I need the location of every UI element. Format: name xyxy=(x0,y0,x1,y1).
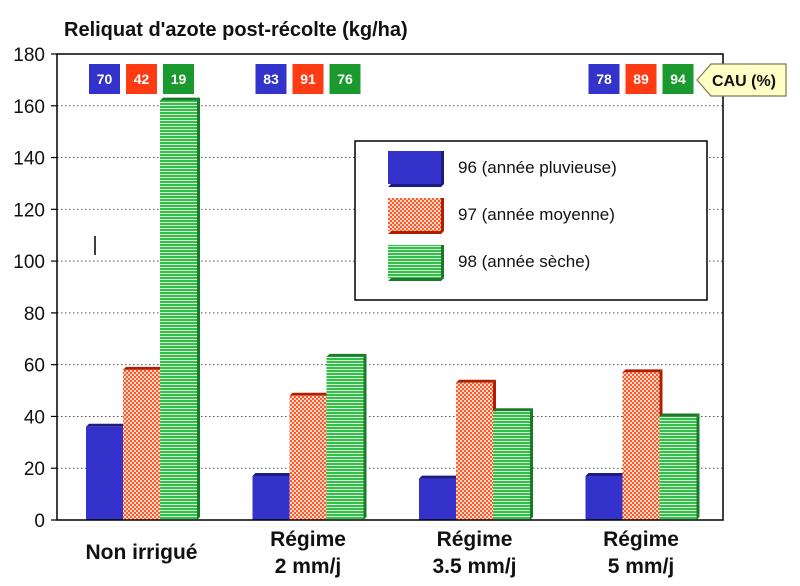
bar-top xyxy=(252,472,293,476)
category-label: Régime xyxy=(603,528,679,551)
category-label: Régime xyxy=(270,528,346,551)
bar xyxy=(86,426,123,520)
bar xyxy=(456,382,493,520)
bar-top xyxy=(160,97,200,101)
y-tick-label: 180 xyxy=(13,45,45,66)
category-label: Régime xyxy=(437,528,513,551)
cau-box xyxy=(163,64,194,94)
legend-swatch xyxy=(388,245,441,278)
y-tick-label: 120 xyxy=(13,200,45,221)
bar xyxy=(493,411,530,520)
y-tick-label: 160 xyxy=(13,97,45,118)
bar-top xyxy=(289,392,330,396)
bar xyxy=(289,395,327,520)
bar-top xyxy=(86,423,126,427)
bar xyxy=(622,372,660,520)
bar xyxy=(160,100,197,520)
bar-top xyxy=(456,379,496,383)
cau-value: 70 xyxy=(97,71,113,87)
cau-callout-shape xyxy=(696,63,787,97)
bar-top xyxy=(123,366,163,370)
bar xyxy=(585,475,623,520)
cau-box xyxy=(255,64,287,94)
bar-side xyxy=(696,413,700,520)
bar-top xyxy=(493,408,533,412)
legend-label: 98 (année sèche) xyxy=(458,252,590,271)
y-tick-label: 0 xyxy=(34,511,45,532)
cau-box xyxy=(588,64,620,94)
legend: 96 (année pluvieuse) 97 (année moyenne) 98… xyxy=(354,140,708,301)
bar-top xyxy=(326,353,367,357)
cau-value: 94 xyxy=(670,71,686,87)
cau-box xyxy=(625,64,657,94)
plot-frame xyxy=(56,53,724,521)
legend-label: 97 (année moyenne) xyxy=(458,205,615,224)
cau-value: 42 xyxy=(134,71,150,87)
chart-title: Reliquat d'azote post-récolte (kg/ha) xyxy=(64,19,408,41)
cau-value: 83 xyxy=(263,71,279,87)
legend-swatch xyxy=(388,151,441,184)
legend-label: 96 (année pluvieuse) xyxy=(458,158,617,177)
bar xyxy=(659,416,697,520)
cau-box xyxy=(329,64,361,94)
category-label: Non irrigué xyxy=(85,541,197,564)
cau-value: 78 xyxy=(596,71,612,87)
bar xyxy=(123,369,160,520)
y-tick-label: 40 xyxy=(24,407,45,428)
bar xyxy=(252,475,290,520)
cau-value: 19 xyxy=(171,71,187,87)
cau-label: CAU (%) xyxy=(712,73,776,90)
bar-side xyxy=(363,353,367,520)
bar xyxy=(326,356,364,520)
cau-boxes: 70 42 19 83 91 76 78 89 94 xyxy=(89,64,694,94)
bar-side xyxy=(530,408,533,520)
category-label: 2 mm/j xyxy=(275,555,342,578)
y-axis-ticks: 0 20 40 60 80 100 120 140 160 180 xyxy=(13,45,57,532)
cau-callout: CAU (%) xyxy=(696,63,787,97)
y-tick-label: 60 xyxy=(24,356,45,377)
category-labels: Non irrigué Régime 2 mm/j Régime 3.5 mm/j Rég… xyxy=(85,528,678,578)
legend-swatch xyxy=(388,198,441,231)
y-tick-label: 100 xyxy=(13,252,45,273)
cau-value: 89 xyxy=(633,71,649,87)
bar-side xyxy=(197,97,200,520)
cau-value: 91 xyxy=(300,71,316,87)
y-tick-label: 80 xyxy=(24,304,45,325)
category-label: 3.5 mm/j xyxy=(432,555,516,578)
bars xyxy=(86,97,700,520)
bar-top xyxy=(659,413,700,417)
y-tick-label: 140 xyxy=(13,149,45,170)
y-tick-label: 20 xyxy=(24,459,45,480)
cau-box xyxy=(89,64,120,94)
category-label: 5 mm/j xyxy=(608,555,675,578)
bar xyxy=(419,478,456,520)
cau-box xyxy=(126,64,157,94)
bar-top xyxy=(419,475,459,479)
cau-box xyxy=(662,64,694,94)
bar-top xyxy=(585,472,626,476)
cau-box xyxy=(292,64,324,94)
cau-value: 76 xyxy=(337,71,353,87)
bar-top xyxy=(622,369,663,373)
